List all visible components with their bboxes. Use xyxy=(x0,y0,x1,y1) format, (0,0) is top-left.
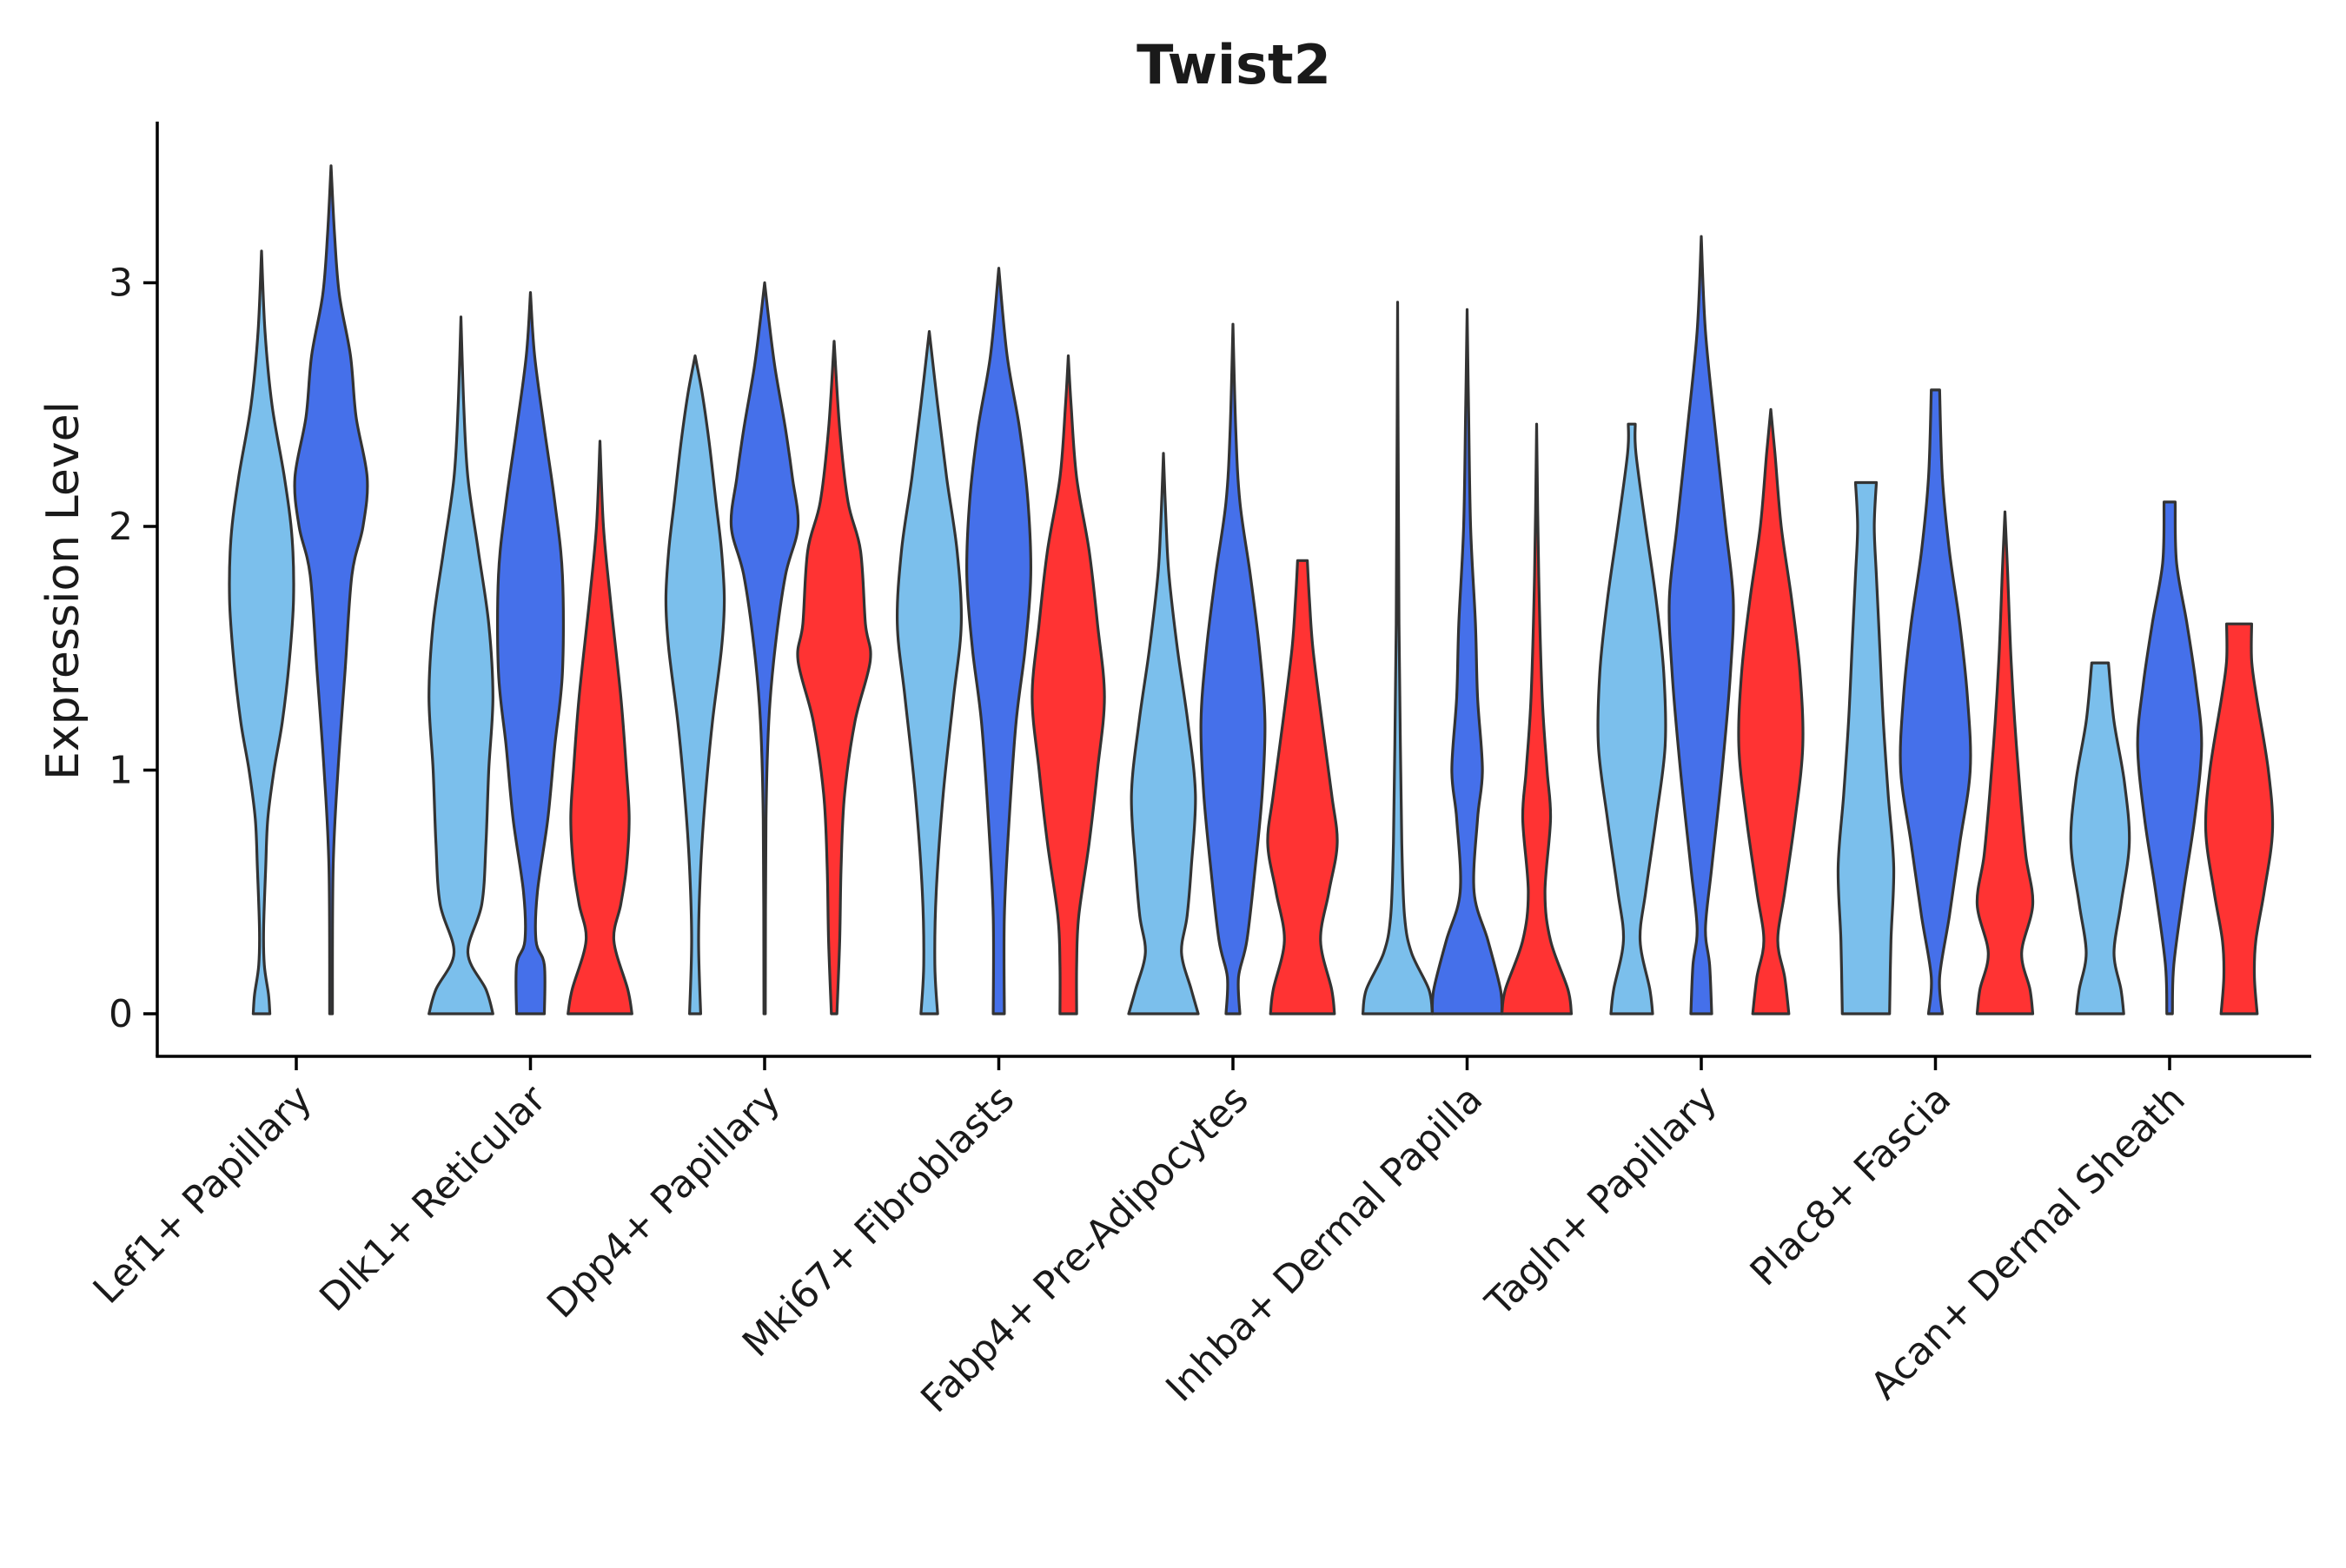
violin-group xyxy=(1836,388,2035,1016)
y-axis-label: Expression Level xyxy=(37,401,89,780)
x-tick-label: Tagln+ Papillary xyxy=(1477,1077,1726,1326)
violin-blue xyxy=(495,291,566,1016)
x-tick-label: Dlk1+ Reticular xyxy=(311,1076,555,1320)
violin-red xyxy=(1266,559,1339,1016)
violin-light-blue xyxy=(1361,301,1435,1016)
violin-light-blue xyxy=(1596,422,1667,1016)
violin-blue xyxy=(2136,500,2204,1016)
x-tick-label: Lef1+ Papillary xyxy=(85,1077,321,1313)
violin-group xyxy=(1361,301,1574,1016)
violin-group xyxy=(895,267,1106,1016)
violin-group xyxy=(427,291,633,1016)
violin-group xyxy=(228,164,369,1016)
y-tick-label: 0 xyxy=(109,992,133,1036)
violin-light-blue xyxy=(2069,661,2131,1016)
violin-light-blue xyxy=(228,249,295,1016)
violin-group xyxy=(1127,322,1339,1016)
violin-red xyxy=(1975,510,2035,1016)
violin-red xyxy=(1500,422,1574,1016)
violins-layer xyxy=(228,164,2275,1016)
violin-red xyxy=(1031,354,1106,1016)
violin-light-blue xyxy=(427,315,494,1016)
violin-blue xyxy=(1430,308,1504,1016)
violin-blue xyxy=(729,281,800,1016)
violin-light-blue xyxy=(895,330,964,1016)
violin-blue xyxy=(965,267,1032,1016)
violin-group xyxy=(1596,235,1805,1016)
y-tick-label: 1 xyxy=(109,749,133,793)
violin-blue xyxy=(1667,235,1735,1016)
violin-light-blue xyxy=(1836,480,1896,1016)
violin-group xyxy=(2069,500,2275,1016)
violin-red xyxy=(567,440,633,1016)
y-tick-label: 2 xyxy=(109,505,133,549)
violin-blue xyxy=(1899,388,1972,1016)
violin-red xyxy=(796,340,872,1016)
violin-group xyxy=(664,281,872,1016)
violin-blue xyxy=(1199,322,1267,1016)
violin-light-blue xyxy=(664,354,726,1016)
x-tick-label: Plac8+ Fascia xyxy=(1742,1077,1960,1295)
violin-red xyxy=(1737,407,1805,1016)
violin-light-blue xyxy=(1127,452,1200,1016)
violin-red xyxy=(2204,622,2275,1016)
x-tick-label: Dpp4+ Papillary xyxy=(539,1077,789,1327)
violin-blue xyxy=(293,164,369,1016)
y-tick-label: 3 xyxy=(109,261,133,306)
chart-title: Twist2 xyxy=(1137,33,1331,96)
